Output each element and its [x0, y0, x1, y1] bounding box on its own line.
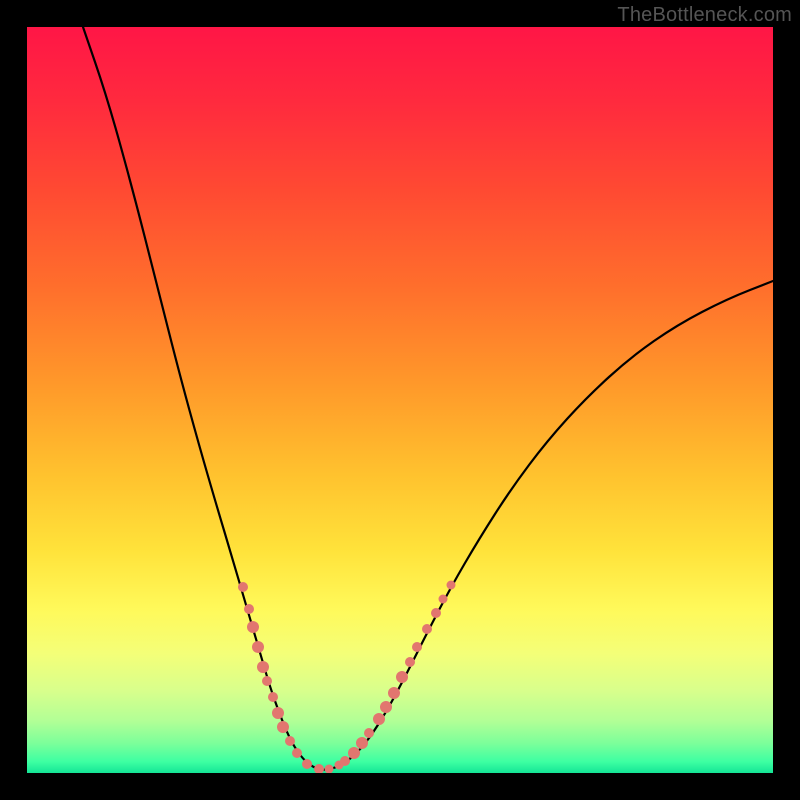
- data-marker: [405, 657, 415, 667]
- data-marker: [422, 624, 432, 634]
- plot-area: [27, 27, 773, 773]
- data-marker: [431, 608, 441, 618]
- data-marker: [388, 687, 400, 699]
- data-marker: [252, 641, 264, 653]
- data-marker: [348, 747, 360, 759]
- data-marker: [439, 595, 448, 604]
- data-marker: [262, 676, 272, 686]
- data-marker: [277, 721, 289, 733]
- bottleneck-curve-chart: [27, 27, 773, 773]
- chart-frame: TheBottleneck.com: [0, 0, 800, 800]
- watermark-text: TheBottleneck.com: [617, 4, 792, 27]
- data-marker: [238, 582, 248, 592]
- data-marker: [285, 736, 295, 746]
- data-marker: [396, 671, 408, 683]
- data-marker: [364, 728, 374, 738]
- data-marker: [412, 642, 422, 652]
- data-marker: [257, 661, 269, 673]
- data-marker: [292, 748, 302, 758]
- gradient-background: [27, 27, 773, 773]
- data-marker: [380, 701, 392, 713]
- data-marker: [268, 692, 278, 702]
- data-marker: [356, 737, 368, 749]
- data-marker: [302, 759, 312, 769]
- data-marker: [340, 756, 350, 766]
- data-marker: [447, 581, 456, 590]
- data-marker: [244, 604, 254, 614]
- data-marker: [272, 707, 284, 719]
- data-marker: [247, 621, 259, 633]
- data-marker: [373, 713, 385, 725]
